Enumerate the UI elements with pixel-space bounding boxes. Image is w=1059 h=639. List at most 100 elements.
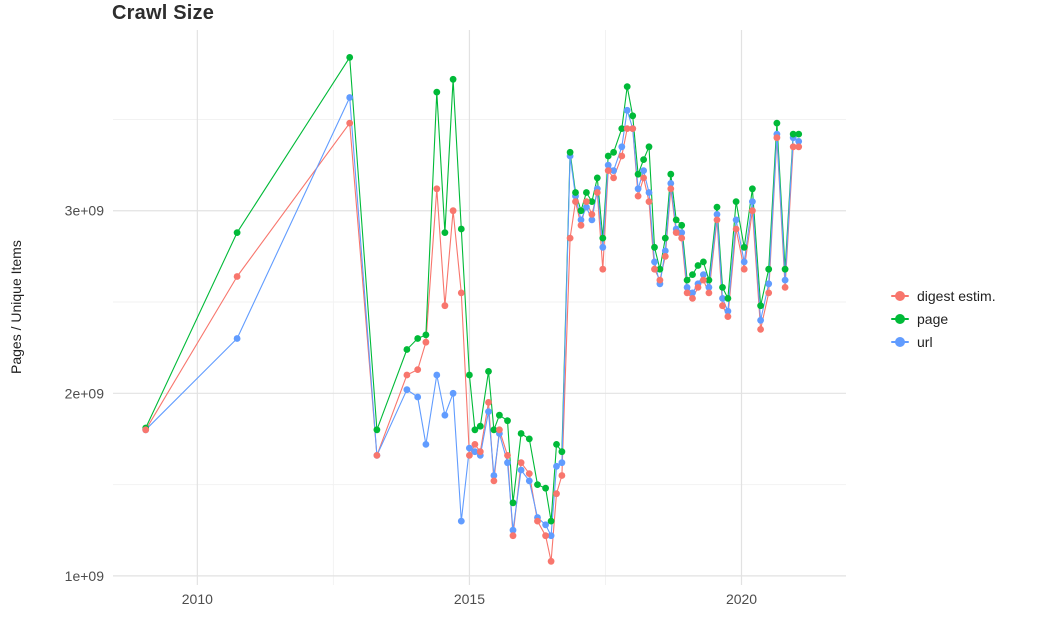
data-point-digest-estim: [476, 448, 484, 456]
data-point-url: [740, 258, 748, 266]
data-point-url: [678, 229, 686, 237]
data-point-digest-estim: [566, 234, 574, 242]
data-point-page: [740, 243, 748, 251]
data-point-url: [577, 216, 585, 224]
data-point-digest-estim: [661, 253, 669, 260]
data-point-page: [749, 185, 756, 193]
data-point-digest-estim: [466, 452, 473, 459]
data-point-page: [504, 417, 511, 425]
y-tick-label: 2e+09: [65, 385, 105, 401]
data-point-url: [441, 411, 449, 419]
data-point-page: [773, 119, 781, 127]
data-point-page: [656, 265, 664, 273]
data-point-digest-estim: [604, 167, 612, 175]
data-point-digest-estim: [651, 265, 658, 273]
data-point-digest-estim: [433, 185, 441, 193]
data-point-digest-estim: [757, 326, 764, 333]
data-point-url: [604, 161, 612, 169]
data-point-page: [781, 265, 789, 273]
data-point-digest-estim: [765, 289, 773, 297]
data-point-page: [618, 125, 626, 132]
data-point-digest-estim: [142, 426, 150, 434]
data-point-url: [233, 335, 241, 342]
legend-label: page: [917, 311, 949, 327]
data-point-page: [634, 170, 642, 178]
data-point-digest-estim: [593, 189, 601, 196]
data-point-url: [749, 198, 756, 206]
data-point-digest-estim: [553, 490, 560, 498]
data-point-page: [610, 148, 617, 156]
data-point-page: [490, 426, 498, 434]
y-tick-label: 3e+09: [65, 203, 105, 219]
data-point-digest-estim: [749, 207, 756, 215]
data-point-digest-estim: [485, 399, 492, 406]
data-point-url: [517, 466, 525, 474]
data-point-url: [547, 532, 555, 540]
data-point-page: [553, 441, 560, 448]
data-point-digest-estim: [724, 313, 732, 320]
data-point-page: [765, 265, 773, 273]
legend-label: url: [917, 334, 933, 350]
legend-key-icon: [891, 333, 909, 351]
data-point-digest-estim: [525, 470, 533, 477]
legend-item-page: page: [891, 310, 996, 328]
data-point-digest-estim: [618, 152, 626, 160]
series-line-url: [145, 96, 800, 537]
data-point-url: [588, 216, 596, 224]
data-point-url: [634, 185, 642, 193]
legend-item-url: url: [891, 333, 996, 351]
data-point-page: [485, 368, 492, 375]
data-point-url: [661, 247, 669, 255]
data-point-url: [414, 393, 422, 401]
data-point-digest-estim: [694, 284, 702, 291]
data-point-digest-estim: [457, 289, 465, 297]
data-point-page: [757, 302, 764, 310]
data-point-page: [700, 258, 707, 266]
data-point-digest-estim: [740, 265, 748, 273]
legend-label: digest estim.: [917, 288, 996, 304]
data-point-digest-estim: [517, 459, 525, 467]
data-point-digest-estim: [645, 198, 653, 206]
data-point-page: [542, 484, 549, 492]
data-point-url: [504, 459, 511, 467]
data-point-url: [651, 258, 658, 266]
data-point-digest-estim: [773, 134, 781, 142]
data-point-digest-estim: [629, 125, 637, 132]
data-point-digest-estim: [588, 211, 596, 218]
data-point-digest-estim: [504, 452, 511, 459]
data-point-page: [403, 346, 411, 353]
data-point-digest-estim: [403, 371, 411, 379]
legend-key-icon: [891, 287, 909, 305]
data-point-digest-estim: [346, 119, 354, 127]
data-point-digest-estim: [623, 125, 631, 132]
data-point-page: [689, 271, 696, 278]
data-point-page: [509, 499, 517, 507]
data-point-digest-estim: [700, 276, 707, 284]
data-point-page: [640, 156, 647, 164]
data-point-page: [683, 276, 691, 284]
data-point-page: [373, 426, 381, 434]
data-point-digest-estim: [683, 289, 691, 297]
data-point-url: [490, 472, 498, 479]
data-point-digest-estim: [789, 143, 797, 151]
data-point-page: [604, 152, 612, 160]
data-point-url: [719, 295, 726, 302]
legend-item-digest-estim: digest estim.: [891, 287, 996, 305]
data-point-url: [525, 477, 533, 485]
data-point-page: [471, 426, 479, 434]
data-point-digest-estim: [542, 532, 549, 540]
data-point-url: [689, 289, 696, 297]
data-point-page: [346, 54, 354, 61]
data-point-page: [672, 216, 680, 224]
data-point-url: [466, 444, 473, 452]
data-point-digest-estim: [414, 366, 422, 373]
data-point-page: [629, 112, 637, 120]
data-point-digest-estim: [373, 452, 381, 459]
x-tick-label: 2015: [454, 591, 485, 607]
data-point-url: [471, 448, 479, 456]
data-point-page: [441, 229, 449, 237]
data-point-page: [577, 207, 585, 215]
data-point-page: [449, 75, 457, 83]
data-point-digest-estim: [640, 174, 647, 182]
